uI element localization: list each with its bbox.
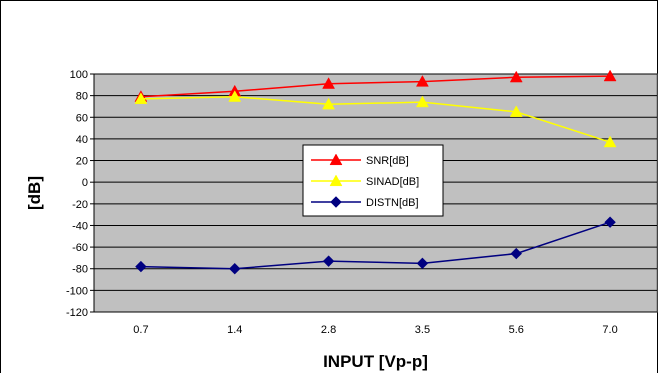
data-point xyxy=(134,92,148,104)
y-tick-label: 80 xyxy=(76,91,88,103)
data-point xyxy=(135,260,147,273)
series-SINAD[dB] xyxy=(134,90,617,148)
y-tick-label: -100 xyxy=(66,285,88,297)
legend-item: SINAD[dB] xyxy=(311,174,419,188)
legend-item: DISTN[dB] xyxy=(311,196,419,209)
legend-marker xyxy=(329,174,343,187)
y-tick-label: 100 xyxy=(70,69,88,81)
y-tick-label: 20 xyxy=(76,156,88,168)
data-point xyxy=(509,70,523,83)
data-point xyxy=(604,216,616,228)
legend-label: SINAD[dB] xyxy=(366,176,419,188)
y-tick-label: 60 xyxy=(76,112,88,124)
data-point xyxy=(603,69,617,82)
data-point xyxy=(228,90,242,102)
data-point xyxy=(415,95,429,108)
y-tick-label: -60 xyxy=(72,242,88,254)
data-point xyxy=(322,97,336,110)
y-tick-label: 40 xyxy=(76,134,88,146)
series-layer xyxy=(134,69,617,275)
data-point xyxy=(509,105,523,117)
legend-marker xyxy=(329,153,343,166)
data-point xyxy=(322,255,335,267)
gridlines xyxy=(90,73,657,313)
legend-item: SNR[dB] xyxy=(311,153,409,167)
data-point xyxy=(322,77,336,89)
data-point xyxy=(603,135,617,148)
x-axis-title: INPUT [Vp-p] xyxy=(323,352,428,371)
data-point xyxy=(416,257,429,270)
series-line xyxy=(140,75,611,98)
series-line xyxy=(140,221,611,270)
y-axis-title: [dB] xyxy=(25,176,44,210)
x-tick-label: 7.0 xyxy=(602,324,617,336)
data-point xyxy=(229,263,241,275)
x-tick-label: 1.4 xyxy=(227,324,242,336)
series-line xyxy=(140,95,611,143)
y-tick-label: -80 xyxy=(72,264,88,276)
legend: SNR[dB] SINAD[dB] DISTN[dB] xyxy=(302,144,444,217)
data-point xyxy=(415,75,429,87)
x-tick-labels: 0.7 1.4 2.8 3.5 5.6 7.0 xyxy=(133,324,617,336)
x-tick-label: 2.8 xyxy=(321,324,336,336)
x-tick-label: 5.6 xyxy=(509,324,524,336)
legend-label: SNR[dB] xyxy=(366,155,409,167)
series-DISTN[dB] xyxy=(135,216,616,275)
legend-marker xyxy=(330,196,342,208)
y-tick-labels: 100 80 60 40 20 0 -20 -40 -60 -80 -100 -120 xyxy=(66,69,88,319)
y-tick-label: -120 xyxy=(66,307,88,319)
x-tick-label: 3.5 xyxy=(415,324,430,336)
y-tick-label: -20 xyxy=(72,199,88,211)
y-tick-label: -40 xyxy=(72,220,88,232)
x-tick-label: 0.7 xyxy=(133,324,148,336)
legend-label: DISTN[dB] xyxy=(366,197,419,209)
y-tick-label: 0 xyxy=(82,177,88,189)
data-point xyxy=(510,247,522,260)
